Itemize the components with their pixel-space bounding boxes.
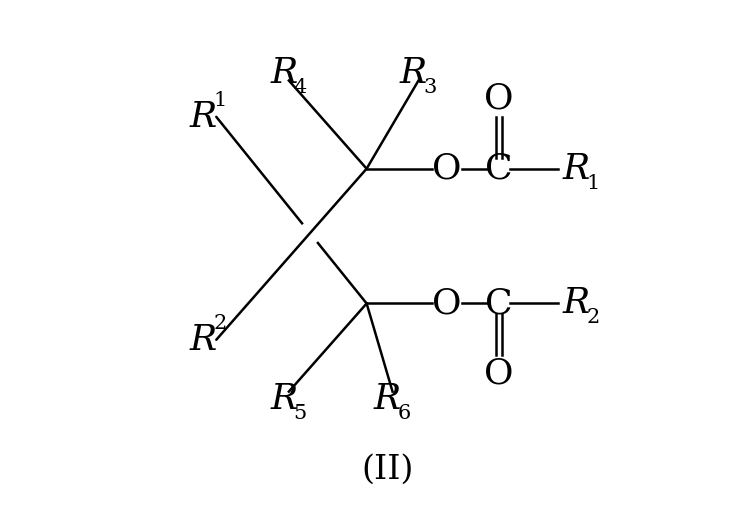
Text: R: R (400, 56, 427, 90)
Text: R: R (270, 56, 297, 90)
Text: 1: 1 (587, 173, 600, 193)
Text: R: R (270, 383, 297, 417)
Text: O: O (484, 82, 513, 116)
Text: R: R (374, 383, 401, 417)
Text: O: O (432, 287, 461, 321)
Text: 1: 1 (213, 91, 227, 110)
Text: R: R (190, 100, 217, 134)
Text: 2: 2 (213, 314, 226, 333)
Text: O: O (484, 356, 513, 390)
Text: 6: 6 (397, 405, 411, 423)
Text: 2: 2 (587, 309, 600, 328)
Text: O: O (432, 151, 461, 185)
Text: 5: 5 (293, 405, 307, 423)
Text: (II): (II) (361, 453, 413, 485)
Text: R: R (563, 151, 590, 185)
Text: R: R (563, 287, 590, 321)
Text: C: C (485, 151, 513, 185)
Text: R: R (190, 323, 217, 357)
Text: 3: 3 (423, 78, 437, 97)
Text: C: C (485, 287, 513, 321)
Text: 4: 4 (293, 78, 307, 97)
